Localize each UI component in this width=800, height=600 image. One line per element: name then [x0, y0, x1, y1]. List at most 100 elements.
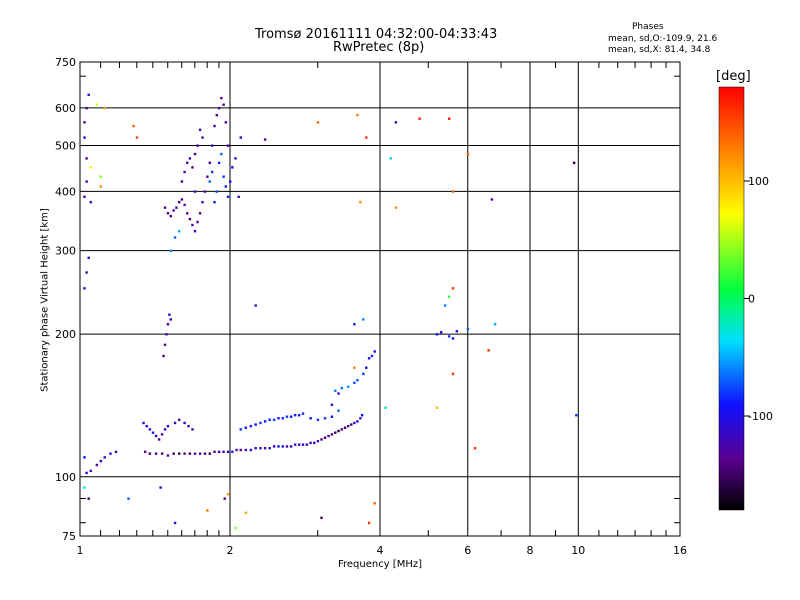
data-point — [87, 256, 90, 260]
x-tick-label: 6 — [464, 544, 471, 557]
data-point — [330, 403, 334, 406]
plot-frame — [79, 61, 681, 537]
data-point — [316, 439, 320, 443]
data-point — [186, 212, 189, 215]
data-point — [193, 152, 197, 156]
data-point — [213, 200, 216, 204]
y-tick-label: 750 — [55, 56, 76, 69]
data-point — [99, 459, 103, 463]
data-point — [148, 428, 152, 431]
data-point — [340, 428, 344, 431]
data-point — [418, 117, 421, 120]
data-point — [89, 200, 92, 204]
data-point — [346, 385, 350, 388]
data-point — [83, 136, 86, 139]
data-point — [160, 433, 164, 436]
data-point — [356, 420, 359, 423]
data-point — [109, 452, 112, 455]
data-point — [196, 144, 199, 147]
data-point — [359, 417, 362, 420]
data-point — [127, 497, 130, 500]
data-point — [83, 121, 86, 124]
data-point — [244, 448, 248, 452]
data-point — [203, 452, 207, 455]
data-point — [193, 230, 197, 233]
data-point — [83, 195, 86, 199]
data-point — [451, 190, 455, 193]
data-point — [83, 456, 86, 459]
data-point — [203, 190, 207, 193]
data-point — [466, 152, 470, 156]
data-point — [210, 144, 214, 147]
data-point — [334, 389, 337, 392]
data-point — [394, 121, 398, 124]
data-point — [263, 447, 267, 450]
data-point — [281, 417, 284, 420]
data-point — [224, 185, 228, 188]
data-point — [254, 447, 257, 450]
data-point — [289, 415, 293, 418]
data-point — [165, 333, 168, 336]
chart-title: Tromsø 20161111 04:32:00-04:33:43 — [255, 27, 498, 42]
data-point — [83, 287, 86, 290]
data-point — [439, 331, 443, 334]
data-point — [154, 434, 158, 438]
data-point — [244, 426, 248, 429]
data-point — [447, 117, 451, 120]
data-point — [226, 195, 230, 199]
y-tick-label: 100 — [55, 471, 76, 484]
data-point — [384, 406, 387, 409]
data-point — [143, 450, 147, 454]
data-point — [373, 502, 376, 505]
data-point — [263, 420, 267, 423]
data-point — [337, 409, 340, 412]
data-point — [132, 124, 135, 128]
data-point — [193, 190, 197, 193]
data-point — [263, 138, 267, 141]
y-tick-label: 200 — [55, 328, 76, 341]
data-point — [316, 121, 320, 124]
data-point — [180, 180, 184, 183]
data-point — [443, 304, 447, 307]
data-point — [173, 521, 177, 525]
x-axis-label: Frequency [MHz] — [338, 559, 422, 570]
data-point — [217, 450, 221, 454]
data-point — [220, 152, 223, 156]
data-point — [166, 323, 170, 326]
data-point — [160, 452, 164, 455]
data-point — [198, 128, 202, 132]
data-point — [177, 452, 181, 455]
data-point — [353, 366, 356, 369]
y-tick-label: 500 — [55, 139, 76, 152]
data-point — [435, 333, 439, 336]
data-point — [206, 509, 209, 512]
data-point — [180, 198, 184, 201]
data-point — [220, 96, 223, 100]
data-point — [330, 415, 334, 418]
data-point — [191, 223, 194, 227]
data-point — [301, 443, 305, 446]
data-point — [154, 452, 158, 455]
colorbar — [718, 86, 745, 511]
data-point — [239, 448, 242, 452]
data-point — [435, 406, 439, 409]
data-point — [309, 441, 312, 445]
data-point — [148, 452, 152, 455]
data-point — [201, 200, 204, 204]
data-point — [451, 337, 455, 340]
data-point — [293, 414, 297, 417]
data-point — [337, 429, 340, 433]
data-point — [85, 471, 88, 475]
data-point — [85, 271, 88, 274]
data-point — [234, 526, 237, 530]
data-point — [163, 343, 167, 347]
data-point — [370, 354, 374, 358]
data-point — [169, 214, 173, 218]
data-point — [83, 486, 86, 489]
data-point — [95, 103, 99, 106]
data-point — [208, 180, 211, 183]
data-point — [175, 206, 178, 209]
data-point — [85, 106, 88, 110]
data-point — [188, 157, 192, 160]
